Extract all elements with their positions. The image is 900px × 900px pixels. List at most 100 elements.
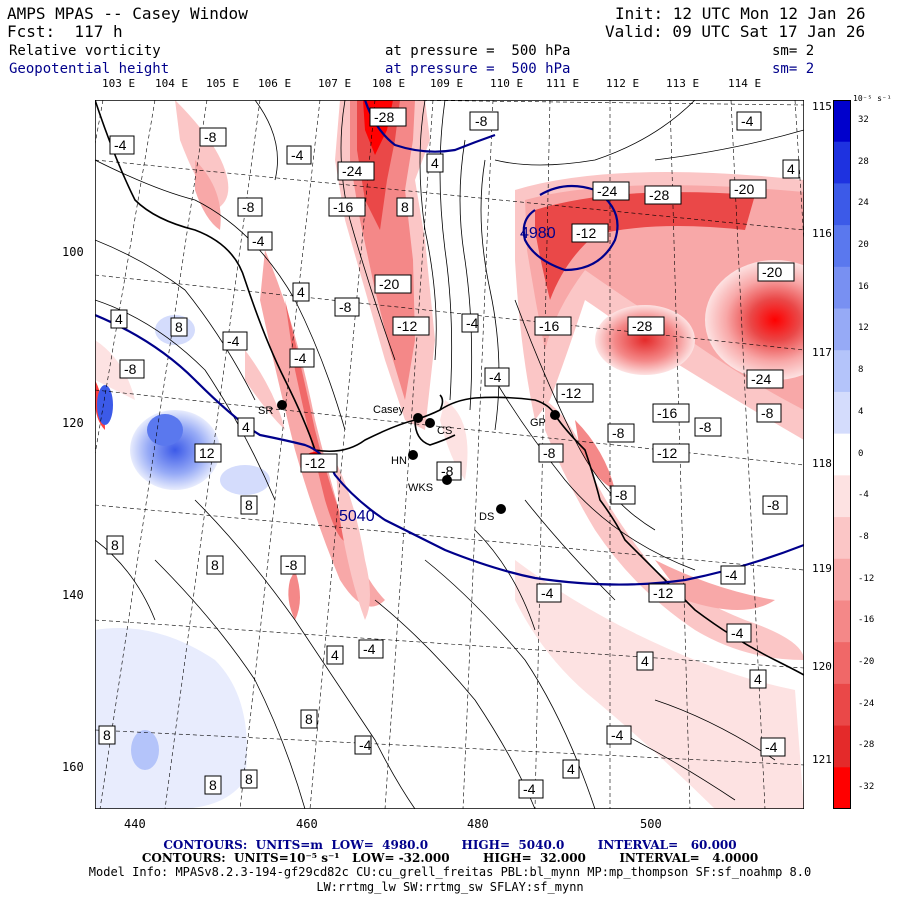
lon-label-top: 114 E xyxy=(728,77,762,90)
vort-label: -8 xyxy=(475,113,488,129)
vort-label: 8 xyxy=(245,497,253,513)
vort-label: 8 xyxy=(211,557,219,573)
vort-label: -20 xyxy=(379,276,399,292)
station-dot-Casey xyxy=(413,413,423,423)
vorticity-contour-info: CONTOURS: UNITS=10⁻⁵ s⁻¹ LOW= -32.000 HI… xyxy=(141,851,759,865)
vort-label: 4 xyxy=(641,653,649,669)
x-tick-label: 460 xyxy=(296,817,318,831)
station-dot-CS xyxy=(425,418,435,428)
station-label-DS: DS xyxy=(479,511,494,523)
colorbar-segment xyxy=(833,391,851,435)
vort-label: -4 xyxy=(523,781,536,797)
station-label-Casey: Casey xyxy=(373,404,405,416)
lon-label-top: 104 E xyxy=(155,77,189,90)
vort-label: 4 xyxy=(567,761,575,777)
height-contour-info: CONTOURS: UNITS=m LOW= 4980.0 HIGH= 5040… xyxy=(163,838,737,852)
vort-label: -28 xyxy=(632,318,652,334)
vort-label: 4 xyxy=(331,647,339,663)
vort-label: -8 xyxy=(242,199,255,215)
station-dot-SR xyxy=(277,400,287,410)
colorbar-segment xyxy=(833,183,851,226)
x-tick-label: 480 xyxy=(467,817,489,831)
vort-label: -12 xyxy=(576,225,596,241)
station-label-SR: SR xyxy=(258,405,273,417)
lon-label-top: 109 E xyxy=(430,77,464,90)
colorbar-segment xyxy=(833,600,851,643)
colorbar-tick-label: 12 xyxy=(858,323,869,334)
colorbar-tick-label: 0 xyxy=(858,448,864,459)
colorbar-segment xyxy=(833,433,851,476)
vort-label: -4 xyxy=(741,113,754,129)
vort-label: -4 xyxy=(725,567,738,583)
colorbar-tick-label: 8 xyxy=(858,365,864,376)
vorticity-contours xyxy=(95,100,804,809)
station-markers: SR Casey CS HN WKS DS GP xyxy=(258,400,560,523)
colorbar-segment xyxy=(833,683,851,727)
vort-label: 4 xyxy=(242,419,250,435)
vort-label: -12 xyxy=(657,445,677,461)
station-dot-DS xyxy=(496,504,506,514)
map-title: AMPS MPAS -- Casey Window xyxy=(7,4,248,23)
vort-label: -8 xyxy=(204,129,217,145)
colorbar-tick-label: -28 xyxy=(858,740,875,751)
map-canvas: 5040 4980 -28 -8 -4 -8 -4 -24 4 -4 4 -24… xyxy=(95,100,804,809)
vort-label: -8 xyxy=(767,497,780,513)
vort-label: 4 xyxy=(115,311,123,327)
vort-label: -8 xyxy=(612,425,625,441)
field1-level: at pressure = 500 hPa xyxy=(385,43,571,59)
vort-label: -8 xyxy=(615,487,628,503)
lon-label-top: 113 E xyxy=(666,77,700,90)
map-plot-area[interactable]: 5040 4980 -28 -8 -4 -8 -4 -24 4 -4 4 -24… xyxy=(95,100,804,809)
colorbar-unit: 10⁻⁵ s⁻¹ xyxy=(853,94,892,103)
vort-label: -8 xyxy=(543,445,556,461)
colorbar-tick-label: -32 xyxy=(858,782,875,793)
colorbar-tick-label: 32 xyxy=(858,114,869,125)
lon-label-top: 110 E xyxy=(490,77,524,90)
vort-label: -20 xyxy=(734,181,754,197)
lon-label-top: 105 E xyxy=(206,77,240,90)
vort-label: -8 xyxy=(441,463,454,479)
vort-label: -8 xyxy=(699,419,712,435)
colorbar-tick-label: 4 xyxy=(858,406,864,417)
colorbar-tick-label: 16 xyxy=(858,281,869,292)
vort-label: -28 xyxy=(374,109,394,125)
lon-label-top: 112 E xyxy=(606,77,640,90)
colorbar-tick-label: -12 xyxy=(858,573,875,584)
colorbar-tick-label: -16 xyxy=(858,615,875,626)
colorbar-tick-label: 24 xyxy=(858,198,869,209)
vort-label: -8 xyxy=(339,299,352,315)
vort-label: -24 xyxy=(597,183,617,199)
lat-lon-grid xyxy=(95,100,804,809)
vort-label: 4 xyxy=(754,671,762,687)
vort-label: -8 xyxy=(761,405,774,421)
vort-label: -4 xyxy=(294,350,307,366)
contour-value-labels: -28 -8 -4 -8 -4 -24 4 -4 4 -24 -28 -20 -… xyxy=(98,107,800,799)
vort-label: 8 xyxy=(245,771,253,787)
valid-time: Valid: 09 UTC Sat 17 Jan 26 xyxy=(605,22,866,41)
forecast-hour: Fcst: 117 h xyxy=(7,22,123,41)
field2-smooth: sm= 2 xyxy=(772,61,815,77)
station-label-HN: HN xyxy=(391,455,407,467)
station-dot-GP xyxy=(550,410,560,420)
height-label-4980: 4980 xyxy=(520,225,556,242)
lon-label-top: 106 E xyxy=(258,77,292,90)
vort-label: 8 xyxy=(401,199,409,215)
colorbar-segment xyxy=(833,558,851,601)
lon-label-top: 111 E xyxy=(546,77,580,90)
model-info: Model Info: MPASv8.2.3-194-gf29cd82c CU:… xyxy=(88,865,812,879)
y-tick-label: 140 xyxy=(62,588,84,602)
vort-label: 4 xyxy=(297,284,305,300)
station-label-CS: CS xyxy=(437,425,452,437)
colorbar-segment xyxy=(833,767,851,809)
colorbar-segment xyxy=(833,642,851,685)
vort-label: -4 xyxy=(227,333,240,349)
colorbar-segment xyxy=(833,725,851,768)
vort-label: 8 xyxy=(111,537,119,553)
vort-label: -4 xyxy=(489,369,502,385)
field2-name: Geopotential height xyxy=(9,61,170,77)
station-dot-HN xyxy=(408,450,418,460)
vort-label: 8 xyxy=(209,777,217,793)
colorbar-tick-label: 28 xyxy=(858,156,869,167)
vort-label: -12 xyxy=(305,455,325,471)
colorbar-segment xyxy=(833,308,851,351)
